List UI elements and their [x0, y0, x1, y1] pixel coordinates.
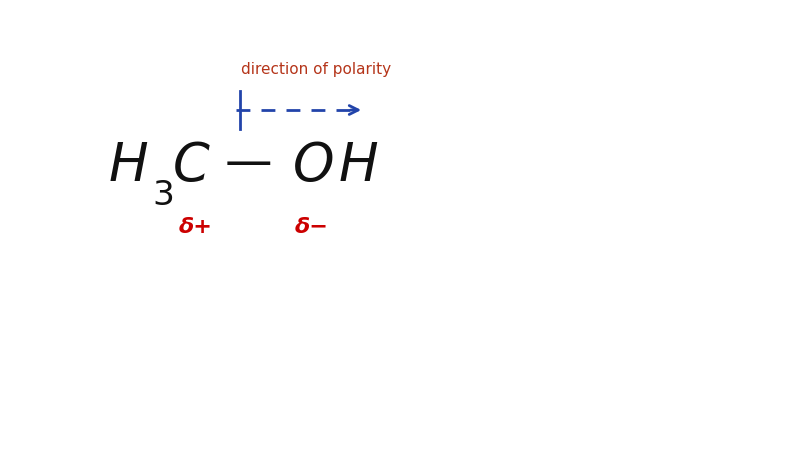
Text: —: —: [224, 141, 272, 186]
Text: $\mathit{H}$: $\mathit{H}$: [108, 140, 148, 192]
Text: $\mathit{O}$: $\mathit{O}$: [292, 140, 334, 192]
Text: $\mathit{3}$: $\mathit{3}$: [152, 179, 173, 212]
Text: δ−: δ−: [295, 217, 329, 237]
Text: direction of polarity: direction of polarity: [241, 62, 391, 77]
Text: $\mathit{H}$: $\mathit{H}$: [338, 140, 378, 192]
Text: $\mathit{C}$: $\mathit{C}$: [172, 140, 210, 192]
Text: δ+: δ+: [179, 217, 213, 237]
